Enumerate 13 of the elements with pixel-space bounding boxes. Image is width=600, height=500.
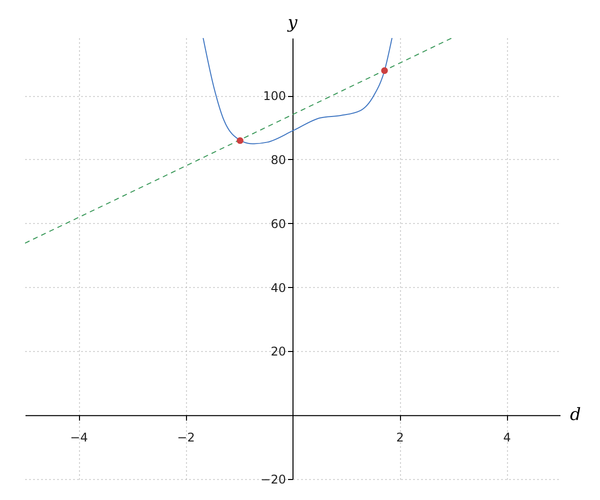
y-tick-label: 40 [270,280,286,295]
x-tick-label: 2 [396,430,404,445]
y-tick-label: 80 [270,152,286,167]
x-tick-label: −2 [177,430,195,445]
y-tick-label: 20 [270,344,286,359]
x-tick-label: 4 [503,430,511,445]
y-tick-label: 100 [263,89,286,104]
y-tick-label: −20 [260,472,286,486]
y-axis-title: y [286,13,298,33]
x-axis-title: d [570,405,581,426]
line-series [202,38,393,144]
x-tick-label: −4 [70,430,88,445]
y-tick-label: 60 [270,216,286,231]
